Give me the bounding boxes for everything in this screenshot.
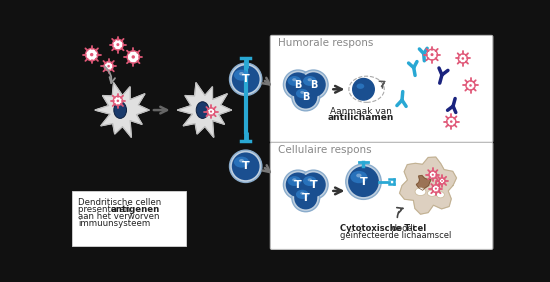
Text: T: T bbox=[242, 161, 250, 171]
Circle shape bbox=[346, 164, 381, 199]
Circle shape bbox=[447, 117, 456, 126]
Text: Cellulaire respons: Cellulaire respons bbox=[278, 146, 372, 155]
Circle shape bbox=[294, 85, 317, 109]
Circle shape bbox=[104, 61, 113, 71]
Circle shape bbox=[283, 170, 312, 199]
Circle shape bbox=[232, 152, 260, 180]
Text: geïnfecteerde lichaamscel: geïnfecteerde lichaamscel bbox=[340, 231, 451, 240]
Circle shape bbox=[427, 49, 437, 60]
Text: Aanmaak van: Aanmaak van bbox=[330, 107, 392, 116]
Circle shape bbox=[466, 81, 475, 90]
Circle shape bbox=[229, 150, 262, 182]
Circle shape bbox=[117, 43, 119, 46]
Circle shape bbox=[301, 172, 326, 197]
Text: T: T bbox=[242, 74, 250, 84]
Ellipse shape bbox=[114, 102, 126, 118]
Circle shape bbox=[431, 53, 433, 56]
Text: Dendritische cellen: Dendritische cellen bbox=[78, 198, 161, 207]
Text: doodt: doodt bbox=[389, 224, 416, 233]
Ellipse shape bbox=[303, 176, 317, 186]
Circle shape bbox=[429, 171, 437, 179]
Circle shape bbox=[113, 39, 123, 50]
Circle shape bbox=[432, 185, 440, 192]
Ellipse shape bbox=[296, 190, 309, 199]
Polygon shape bbox=[177, 83, 232, 137]
Circle shape bbox=[292, 83, 320, 111]
Circle shape bbox=[461, 57, 464, 60]
Text: B: B bbox=[310, 80, 317, 90]
Circle shape bbox=[286, 72, 310, 97]
Circle shape bbox=[283, 70, 312, 99]
Polygon shape bbox=[416, 175, 431, 190]
Circle shape bbox=[292, 184, 320, 212]
Circle shape bbox=[210, 111, 212, 113]
Circle shape bbox=[229, 63, 262, 95]
Circle shape bbox=[86, 49, 98, 61]
Text: aan het verworven: aan het verworven bbox=[78, 212, 160, 221]
Circle shape bbox=[439, 178, 445, 184]
Circle shape bbox=[207, 108, 215, 115]
Circle shape bbox=[294, 186, 317, 210]
Ellipse shape bbox=[292, 178, 296, 181]
Text: T: T bbox=[360, 177, 367, 187]
Text: T: T bbox=[294, 180, 302, 190]
Text: Cytotoxische T-cel: Cytotoxische T-cel bbox=[340, 224, 426, 233]
Ellipse shape bbox=[239, 159, 244, 162]
Ellipse shape bbox=[300, 91, 304, 94]
Circle shape bbox=[435, 188, 437, 190]
Ellipse shape bbox=[292, 78, 296, 81]
Circle shape bbox=[450, 120, 453, 123]
Circle shape bbox=[348, 166, 379, 197]
Polygon shape bbox=[95, 83, 149, 137]
Circle shape bbox=[441, 180, 443, 182]
Text: T: T bbox=[310, 180, 317, 190]
FancyBboxPatch shape bbox=[271, 35, 493, 142]
Ellipse shape bbox=[196, 102, 209, 118]
Circle shape bbox=[90, 53, 94, 56]
Ellipse shape bbox=[234, 157, 249, 168]
Circle shape bbox=[469, 84, 472, 87]
Ellipse shape bbox=[288, 176, 301, 186]
Ellipse shape bbox=[303, 76, 317, 86]
Text: immuunsysteem: immuunsysteem bbox=[78, 219, 150, 228]
Ellipse shape bbox=[437, 192, 444, 198]
Ellipse shape bbox=[288, 76, 301, 86]
Text: Humorale respons: Humorale respons bbox=[278, 38, 373, 49]
Circle shape bbox=[117, 100, 119, 102]
Ellipse shape bbox=[356, 174, 361, 177]
Text: presenteren: presenteren bbox=[78, 205, 133, 214]
Circle shape bbox=[107, 65, 110, 67]
Circle shape bbox=[432, 174, 434, 176]
Circle shape bbox=[113, 96, 123, 105]
FancyBboxPatch shape bbox=[271, 142, 493, 250]
Circle shape bbox=[299, 70, 328, 99]
Circle shape bbox=[232, 65, 260, 93]
Circle shape bbox=[301, 72, 326, 97]
Ellipse shape bbox=[356, 83, 364, 89]
Ellipse shape bbox=[300, 192, 304, 195]
Ellipse shape bbox=[349, 76, 384, 102]
Circle shape bbox=[286, 172, 310, 197]
Circle shape bbox=[458, 54, 468, 63]
Text: antigenen: antigenen bbox=[110, 205, 160, 214]
Ellipse shape bbox=[307, 178, 312, 181]
Ellipse shape bbox=[234, 70, 249, 81]
Polygon shape bbox=[400, 157, 456, 214]
Text: antilichamen: antilichamen bbox=[328, 113, 394, 122]
FancyBboxPatch shape bbox=[72, 191, 186, 246]
Ellipse shape bbox=[307, 78, 312, 81]
Circle shape bbox=[353, 78, 375, 100]
Circle shape bbox=[299, 170, 328, 199]
Ellipse shape bbox=[427, 190, 437, 196]
Circle shape bbox=[131, 55, 135, 59]
Text: B: B bbox=[294, 80, 302, 90]
Text: B: B bbox=[302, 92, 310, 102]
Circle shape bbox=[127, 51, 139, 63]
Text: T: T bbox=[302, 193, 310, 203]
Ellipse shape bbox=[415, 188, 426, 195]
Ellipse shape bbox=[296, 89, 309, 98]
Ellipse shape bbox=[239, 72, 244, 76]
Ellipse shape bbox=[350, 171, 367, 183]
